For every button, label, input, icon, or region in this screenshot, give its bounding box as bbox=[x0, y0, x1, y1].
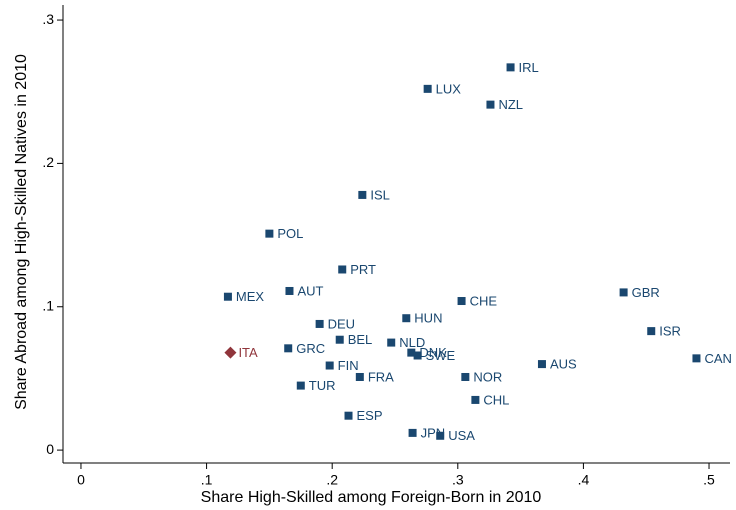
point bbox=[537, 360, 546, 369]
point bbox=[358, 190, 367, 199]
y-tick-label: 0 bbox=[46, 441, 54, 457]
point-label: CHL bbox=[483, 392, 509, 407]
point bbox=[619, 288, 628, 297]
x-tick-label: .3 bbox=[452, 472, 464, 488]
point bbox=[355, 372, 364, 381]
point-label: TUR bbox=[309, 378, 336, 393]
point-label: SWE bbox=[426, 348, 456, 363]
point-label: LUX bbox=[436, 81, 462, 96]
point bbox=[407, 348, 416, 357]
point-label: IRL bbox=[519, 60, 539, 75]
y-tick-label: .3 bbox=[42, 11, 54, 27]
point bbox=[265, 229, 274, 238]
point-label: GRC bbox=[296, 341, 325, 356]
point bbox=[692, 354, 701, 363]
point-label: MEX bbox=[236, 289, 265, 304]
y-tick-label: .1 bbox=[42, 297, 54, 313]
point bbox=[335, 335, 344, 344]
y-tick-label: .2 bbox=[42, 154, 54, 170]
point bbox=[471, 395, 480, 404]
point bbox=[457, 297, 466, 306]
x-tick-label: .1 bbox=[201, 472, 213, 488]
point-label: USA bbox=[448, 428, 475, 443]
point bbox=[224, 346, 237, 359]
point-label: AUT bbox=[297, 283, 323, 298]
point bbox=[223, 292, 232, 301]
point bbox=[402, 314, 411, 323]
point-label: DEU bbox=[328, 316, 355, 331]
point-label: ISL bbox=[370, 187, 390, 202]
point-label: GBR bbox=[632, 285, 660, 300]
point bbox=[461, 372, 470, 381]
point-label: FIN bbox=[338, 358, 359, 373]
point bbox=[296, 381, 305, 390]
y-axis-title: Share Abroad among High-Skilled Natives … bbox=[13, 54, 30, 410]
point bbox=[387, 338, 396, 347]
point-label: ITA bbox=[238, 345, 258, 360]
point bbox=[344, 411, 353, 420]
point bbox=[486, 100, 495, 109]
point bbox=[647, 327, 656, 336]
point bbox=[325, 361, 334, 370]
point bbox=[506, 63, 515, 72]
point bbox=[423, 84, 432, 93]
point bbox=[285, 286, 294, 295]
point-label: POL bbox=[277, 226, 303, 241]
x-tick-label: .4 bbox=[578, 472, 590, 488]
point-label: DNK bbox=[419, 345, 447, 360]
point-label: PRT bbox=[350, 262, 376, 277]
point-label: FRA bbox=[368, 369, 394, 384]
x-tick-label: .2 bbox=[326, 472, 338, 488]
point-label: CAN bbox=[704, 351, 731, 366]
x-tick-label: .5 bbox=[703, 472, 715, 488]
point bbox=[284, 344, 293, 353]
point bbox=[413, 351, 422, 360]
point bbox=[338, 265, 347, 274]
point bbox=[408, 428, 417, 437]
point-label: NOR bbox=[473, 369, 502, 384]
point-label: ISR bbox=[659, 324, 681, 339]
point-label: NLD bbox=[399, 335, 425, 350]
point bbox=[436, 431, 445, 440]
point-label: BEL bbox=[348, 332, 373, 347]
point-label: NZL bbox=[498, 97, 523, 112]
x-axis-title: Share High-Skilled among Foreign-Born in… bbox=[201, 489, 542, 506]
point-label: HUN bbox=[414, 311, 442, 326]
point-label: AUS bbox=[550, 357, 577, 372]
point-label: CHE bbox=[470, 293, 498, 308]
x-tick-label: 0 bbox=[77, 472, 85, 488]
point-label: ESP bbox=[357, 408, 383, 423]
point bbox=[315, 319, 324, 328]
